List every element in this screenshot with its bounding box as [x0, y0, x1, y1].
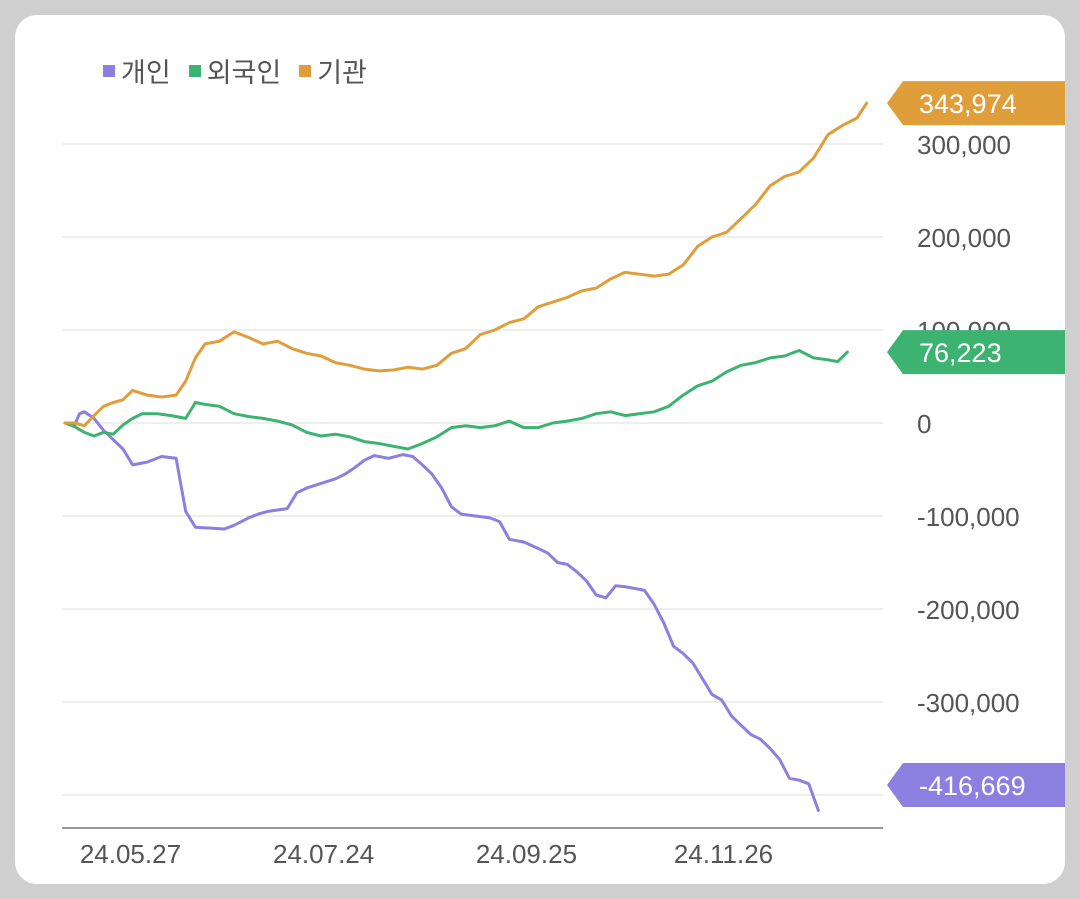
value-tag-label: 76,223 — [919, 338, 1002, 368]
value-tag: 76,223 — [887, 330, 1065, 375]
y-tick-label: 300,000 — [917, 130, 1011, 160]
legend-label: 외국인 — [206, 58, 282, 89]
value-tag-shape — [887, 763, 1065, 807]
series-line — [63, 101, 869, 428]
y-tick-label: -100,000 — [917, 502, 1020, 532]
legend-swatch — [103, 64, 115, 77]
series-line — [63, 349, 849, 451]
legend-item: 기관 — [299, 51, 367, 90]
legend-swatch — [188, 64, 201, 77]
value-tag-shape — [887, 81, 1065, 126]
x-tick-label: 24.09.25 — [476, 839, 577, 869]
legend-item: 개인 — [103, 51, 171, 90]
line-chart: 300,000200,000100,0000-100,000-200,000-3… — [62, 81, 1065, 869]
legend: 개인 외국인 기관 — [103, 51, 367, 90]
y-tick-label: -300,000 — [917, 688, 1020, 718]
legend-label: 기관 — [317, 58, 367, 89]
legend-item: 외국인 — [188, 51, 282, 90]
series-line — [63, 410, 820, 812]
value-tag-label: 343,974 — [919, 89, 1017, 119]
y-tick-label: -200,000 — [917, 595, 1020, 625]
legend-label: 개인 — [121, 58, 171, 89]
legend-swatch — [299, 64, 312, 77]
x-tick-label: 24.07.24 — [273, 839, 374, 869]
value-tag-shape — [887, 330, 1065, 375]
y-tick-label: 0 — [917, 409, 931, 439]
value-tag-label: -416,669 — [919, 771, 1026, 801]
x-tick-label: 24.05.27 — [80, 839, 181, 869]
value-tag: -416,669 — [887, 763, 1065, 807]
x-tick-label: 24.11.26 — [674, 839, 773, 869]
y-tick-label: 200,000 — [917, 223, 1011, 253]
value-tag: 343,974 — [887, 81, 1065, 126]
